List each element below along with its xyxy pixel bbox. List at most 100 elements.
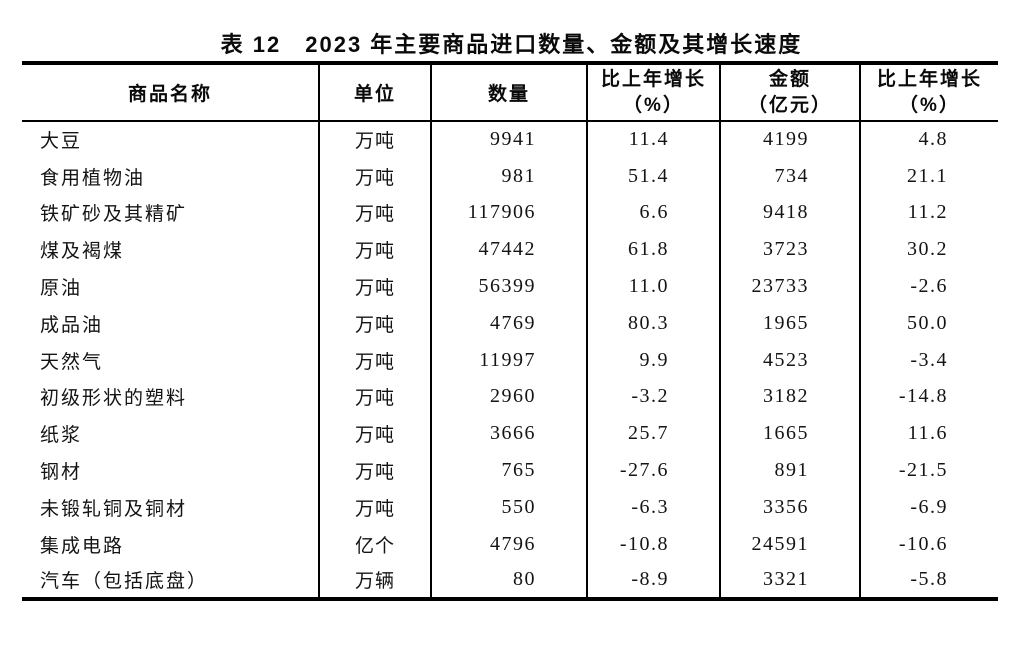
unit-cell: 万吨	[318, 378, 431, 416]
amount-growth-cell: 50.0	[859, 304, 998, 342]
amount-cell: 1965	[719, 304, 860, 342]
commodity-name-cell: 煤及褐煤	[40, 241, 125, 263]
amount-growth-cell: 4.8	[859, 121, 998, 158]
header-amount: 金额 （亿元）	[719, 63, 860, 122]
amount-growth-cell: 21.1	[859, 157, 998, 195]
header-quantity-growth-line2: （%）	[623, 94, 684, 116]
commodity-name-cell: 汽车（包括底盘）	[40, 571, 209, 593]
amount-growth-cell: -2.6	[859, 268, 998, 305]
unit-cell: 万吨	[318, 452, 431, 489]
quantity-growth-cell: 61.8	[586, 231, 720, 269]
amount-growth-cell: -10.6	[859, 525, 998, 563]
amount-cell: 3321	[719, 562, 860, 600]
commodity-name-cell: 原油	[40, 278, 83, 300]
unit-cell: 万吨	[318, 415, 431, 453]
amount-growth-cell: -5.8	[859, 562, 998, 600]
commodity-name-cell: 未锻轧铜及铜材	[40, 498, 188, 520]
amount-cell: 3723	[719, 231, 860, 269]
amount-cell: 4523	[719, 341, 860, 379]
amount-growth-cell: 30.2	[859, 231, 998, 269]
quantity-growth-cell: -3.2	[586, 378, 720, 416]
unit-cell: 万吨	[318, 341, 431, 379]
quantity-growth-cell: 6.6	[586, 194, 720, 232]
unit-cell: 万吨	[318, 157, 431, 195]
amount-cell: 3182	[719, 378, 860, 416]
header-row: 商品名称 单位 数量 比上年增长 （%） 金额 （亿元） 比上年增长 （%）	[22, 63, 998, 122]
quantity-cell: 80	[430, 562, 587, 600]
unit-cell: 万吨	[318, 304, 431, 342]
commodity-name-cell: 钢材	[40, 462, 83, 484]
amount-growth-cell: -3.4	[859, 341, 998, 379]
header-amount-line1: 金额	[768, 68, 811, 90]
header-amount-growth-line1: 比上年增长	[876, 68, 982, 90]
amount-cell: 23733	[719, 268, 860, 305]
amount-cell: 24591	[719, 525, 860, 563]
quantity-cell: 47442	[430, 231, 587, 269]
amount-cell: 891	[719, 452, 860, 489]
quantity-cell: 11997	[430, 341, 587, 379]
header-commodity-name: 商品名称	[22, 63, 319, 122]
table-row: 汽车（包括底盘） 万辆 80 -8.9 3321 -5.8	[22, 562, 998, 600]
table-row: 铁矿砂及其精矿 万吨 117906 6.6 9418 11.2	[22, 194, 998, 232]
unit-cell: 万辆	[318, 562, 431, 600]
table-row: 大豆 万吨 9941 11.4 4199 4.8	[22, 121, 998, 158]
table-row: 成品油 万吨 4769 80.3 1965 50.0	[22, 304, 998, 342]
commodity-name-cell: 天然气	[40, 351, 104, 373]
commodity-name-cell: 初级形状的塑料	[40, 388, 188, 410]
header-amount-growth-line2: （%）	[899, 94, 960, 116]
commodity-name-cell: 成品油	[40, 314, 104, 336]
table-body: 大豆 万吨 9941 11.4 4199 4.8 食用植物油 万吨 981 51.4 734 21.1…	[22, 121, 998, 600]
unit-cell: 万吨	[318, 121, 431, 158]
quantity-cell: 4769	[430, 304, 587, 342]
quantity-cell: 2960	[430, 378, 587, 416]
commodity-name-cell: 食用植物油	[40, 167, 146, 189]
table-title: 表 12 2023 年主要商品进口数量、金额及其增长速度	[220, 32, 803, 57]
unit-cell: 亿个	[318, 525, 431, 563]
quantity-growth-cell: 51.4	[586, 157, 720, 195]
amount-growth-cell: 11.2	[859, 194, 998, 232]
header-quantity-growth: 比上年增长 （%）	[586, 63, 720, 122]
table-row: 原油 万吨 56399 11.0 23733 -2.6	[22, 268, 998, 305]
amount-growth-cell: 11.6	[859, 415, 998, 453]
table-row: 钢材 万吨 765 -27.6 891 -21.5	[22, 452, 998, 489]
quantity-growth-cell: 11.0	[586, 268, 720, 305]
amount-growth-cell: -14.8	[859, 378, 998, 416]
import-commodities-table: 商品名称 单位 数量 比上年增长 （%） 金额 （亿元） 比上年增长 （%） 大…	[22, 61, 998, 602]
amount-cell: 734	[719, 157, 860, 195]
commodity-name-cell: 纸浆	[40, 425, 83, 447]
header-amount-growth: 比上年增长 （%）	[859, 63, 998, 122]
table-row: 初级形状的塑料 万吨 2960 -3.2 3182 -14.8	[22, 378, 998, 416]
quantity-cell: 9941	[430, 121, 587, 158]
unit-cell: 万吨	[318, 231, 431, 269]
quantity-cell: 550	[430, 488, 587, 526]
header-quantity: 数量	[430, 63, 587, 122]
header-amount-line2: （亿元）	[747, 94, 832, 116]
header-unit: 单位	[318, 63, 431, 122]
table-row: 食用植物油 万吨 981 51.4 734 21.1	[22, 157, 998, 195]
quantity-cell: 4796	[430, 525, 587, 563]
commodity-name-cell: 大豆	[40, 131, 83, 153]
unit-cell: 万吨	[318, 268, 431, 305]
quantity-cell: 56399	[430, 268, 587, 305]
amount-cell: 9418	[719, 194, 860, 232]
quantity-cell: 117906	[430, 194, 587, 232]
amount-growth-cell: -21.5	[859, 452, 998, 489]
unit-cell: 万吨	[318, 488, 431, 526]
amount-cell: 1665	[719, 415, 860, 453]
table-row: 未锻轧铜及铜材 万吨 550 -6.3 3356 -6.9	[22, 488, 998, 526]
quantity-growth-cell: 25.7	[586, 415, 720, 453]
table-row: 天然气 万吨 11997 9.9 4523 -3.4	[22, 341, 998, 379]
table-row: 煤及褐煤 万吨 47442 61.8 3723 30.2	[22, 231, 998, 269]
quantity-growth-cell: 11.4	[586, 121, 720, 158]
amount-cell: 4199	[719, 121, 860, 158]
table-header: 商品名称 单位 数量 比上年增长 （%） 金额 （亿元） 比上年增长 （%）	[22, 63, 998, 122]
table-row: 纸浆 万吨 3666 25.7 1665 11.6	[22, 415, 998, 453]
quantity-cell: 3666	[430, 415, 587, 453]
commodity-name-cell: 铁矿砂及其精矿	[40, 204, 188, 226]
table-row: 集成电路 亿个 4796 -10.8 24591 -10.6	[22, 525, 998, 563]
quantity-cell: 765	[430, 452, 587, 489]
commodity-name-cell: 集成电路	[40, 535, 125, 557]
amount-growth-cell: -6.9	[859, 488, 998, 526]
quantity-growth-cell: -6.3	[586, 488, 720, 526]
header-quantity-growth-line1: 比上年增长	[600, 68, 706, 90]
